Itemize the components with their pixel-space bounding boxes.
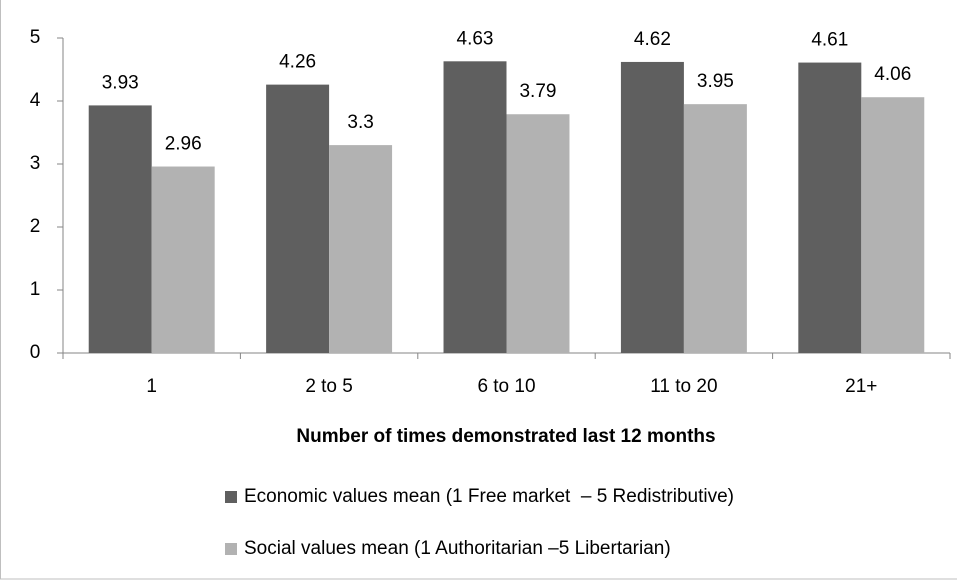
- x-tick-label: 6 to 10: [477, 376, 535, 397]
- data-label: 4.61: [811, 30, 848, 51]
- data-label: 4.06: [874, 64, 911, 85]
- bar: [151, 166, 215, 353]
- data-label: 4.62: [634, 29, 671, 50]
- y-tick-label: 4: [30, 90, 41, 111]
- bar: [683, 104, 747, 354]
- y-tick-label: 5: [30, 27, 41, 48]
- data-label: 4.63: [457, 28, 494, 49]
- x-tick-label: 11 to 20: [650, 376, 717, 397]
- bar: [88, 105, 152, 353]
- data-label: 2.96: [165, 134, 202, 155]
- legend-swatch: [225, 543, 237, 555]
- bar: [506, 114, 570, 353]
- legend-label: Social values mean (1 Authoritarian –5 L…: [244, 538, 671, 559]
- data-label: 3.95: [697, 71, 734, 92]
- x-axis-title: Number of times demonstrated last 12 mon…: [296, 426, 715, 447]
- bar: [266, 84, 330, 354]
- data-label: 3.3: [347, 112, 373, 133]
- bar: [620, 61, 684, 353]
- data-label: 3.79: [519, 81, 556, 102]
- legend-label: Economic values mean (1 Free market – 5 …: [244, 486, 734, 507]
- bar: [861, 97, 925, 353]
- data-label: 4.26: [279, 52, 316, 73]
- y-tick-label: 1: [30, 279, 41, 300]
- legend-swatch: [225, 491, 237, 503]
- x-tick-label: 2 to 5: [305, 376, 353, 397]
- bar: [443, 61, 507, 354]
- bar: [798, 62, 862, 353]
- y-tick-label: 3: [30, 153, 41, 174]
- y-tick-label: 0: [30, 342, 41, 363]
- bar: [329, 145, 393, 353]
- data-label: 3.93: [102, 72, 139, 93]
- y-tick-label: 2: [30, 216, 41, 237]
- x-tick-label: 21+: [845, 376, 877, 397]
- x-tick-label: 1: [146, 376, 157, 397]
